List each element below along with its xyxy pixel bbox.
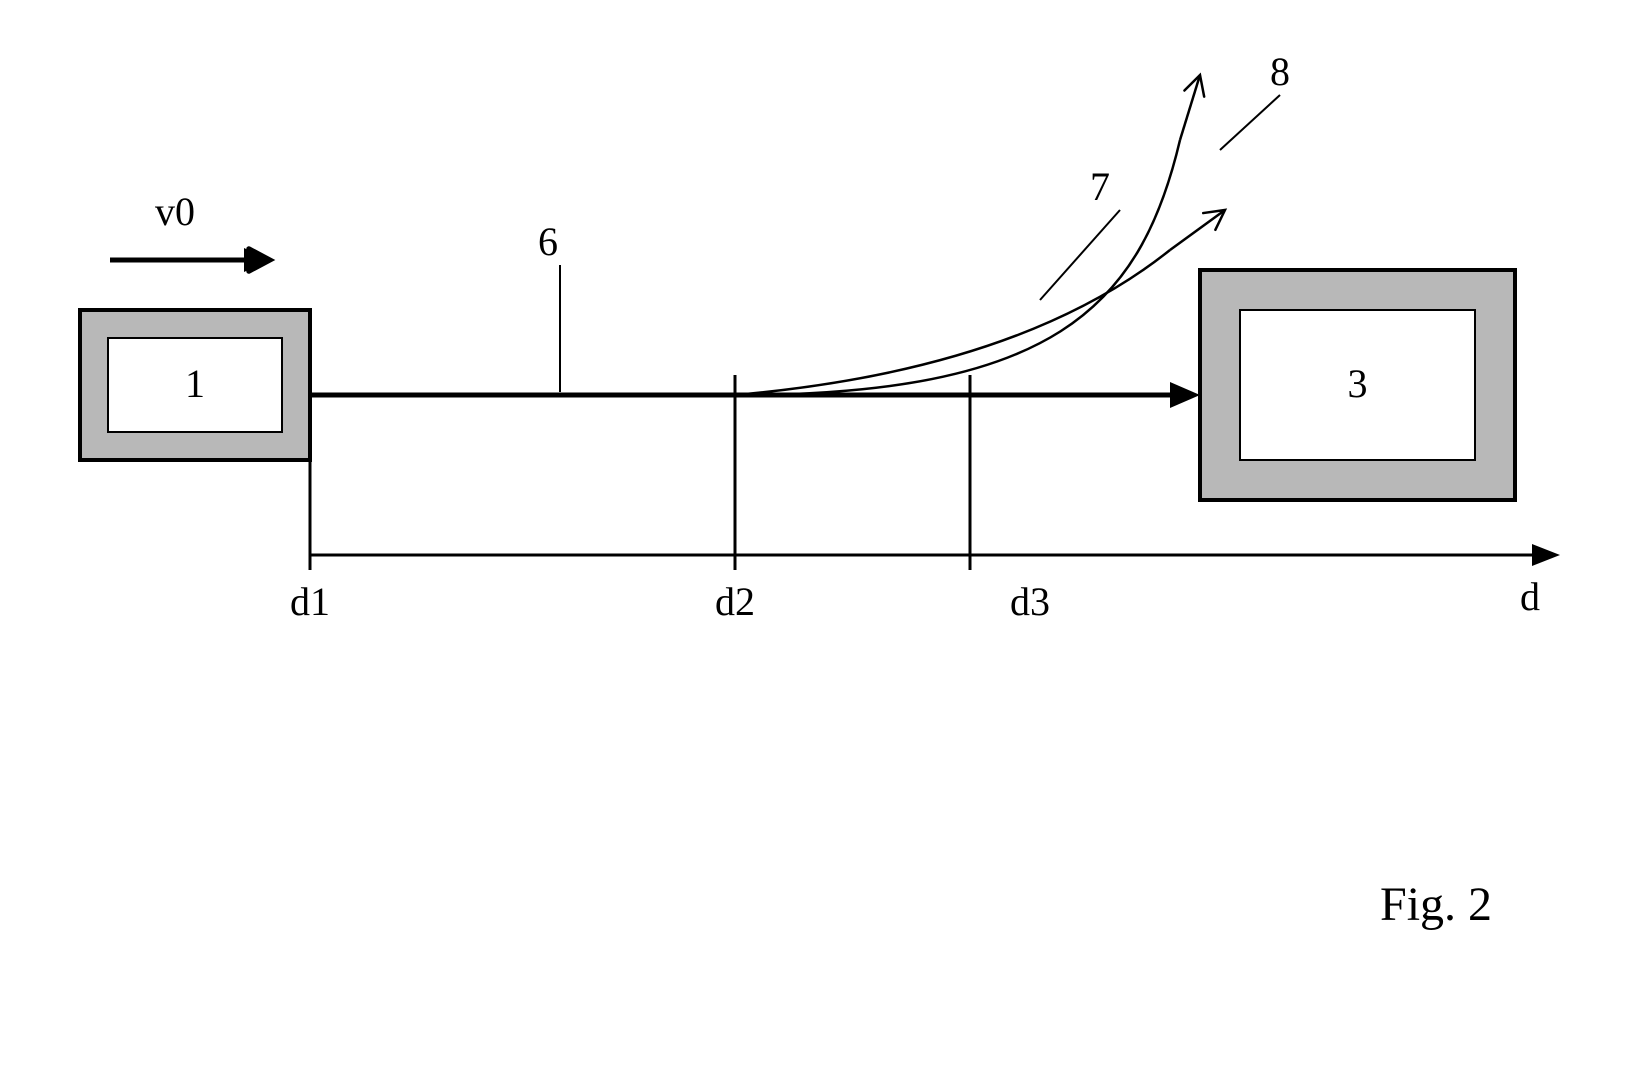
- main-arrow-head: [1170, 382, 1200, 408]
- label-8-leader: [1220, 95, 1280, 150]
- figure-caption: Fig. 2: [1380, 878, 1492, 931]
- label-8: 8: [1270, 49, 1290, 94]
- curve-7-tip: [1170, 210, 1225, 250]
- box-3-label: 3: [1348, 361, 1368, 406]
- d-tick-label-1: d1: [290, 579, 330, 624]
- label-7-leader: [1040, 210, 1120, 300]
- d-axis-label: d: [1520, 574, 1540, 619]
- v0-label: v0: [155, 189, 195, 234]
- curve-8: [735, 140, 1180, 395]
- box-1-label: 1: [185, 361, 205, 406]
- d-axis-arrow-head: [1532, 544, 1560, 566]
- d-tick-label-2: d2: [715, 579, 755, 624]
- d-tick-label-3: d3: [1010, 579, 1050, 624]
- label-6: 6: [538, 219, 558, 264]
- label-7: 7: [1090, 164, 1110, 209]
